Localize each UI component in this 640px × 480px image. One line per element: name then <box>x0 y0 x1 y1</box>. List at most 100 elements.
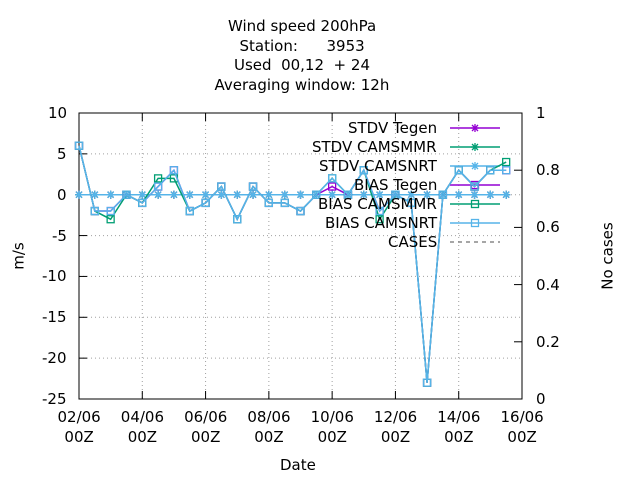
y-tick-label: -5 <box>52 226 67 245</box>
chart-title: Wind speed 200hPa <box>228 17 377 35</box>
marker <box>296 190 305 199</box>
marker <box>217 190 226 199</box>
marker <box>138 198 147 208</box>
legend-marker <box>470 199 480 209</box>
y2-tick-label: 0 <box>536 390 546 408</box>
y2-tick-label: 0.8 <box>536 161 560 180</box>
marker <box>75 190 83 199</box>
marker <box>502 166 511 175</box>
marker <box>343 190 353 199</box>
x-tick-label: 16/06 00Z <box>500 408 544 446</box>
marker <box>106 215 115 224</box>
marker <box>249 190 258 199</box>
marker <box>138 190 147 199</box>
marker <box>470 190 479 199</box>
x-tick-label: 06/06 00Z <box>184 408 228 446</box>
x-tick-label: 14/06 00Z <box>437 408 481 446</box>
marker <box>106 206 115 216</box>
marker <box>486 190 495 199</box>
legend-marker <box>471 124 479 132</box>
marker <box>359 190 368 199</box>
marker <box>327 182 337 191</box>
chart-title: Averaging window: 12h <box>214 75 390 94</box>
legend-label: STDV CAMSNRT <box>319 157 437 175</box>
y-tick-label: -20 <box>42 349 67 368</box>
marker <box>264 198 274 208</box>
marker <box>375 215 384 224</box>
marker <box>280 190 289 199</box>
y-tick-label: -10 <box>42 267 67 286</box>
y-axis-label: m/s <box>9 242 28 270</box>
marker <box>438 190 448 199</box>
marker <box>328 190 337 199</box>
x-tick-label: 04/06 00Z <box>120 408 165 446</box>
plot-frame <box>78 112 523 400</box>
y-tick-label: 0 <box>57 185 67 204</box>
y-tick-label: 5 <box>57 144 67 163</box>
x-axis-label: Date <box>280 456 316 474</box>
marker <box>185 190 194 199</box>
legend-label: BIAS Tegen <box>354 176 438 194</box>
marker <box>106 190 115 199</box>
chart-title: Used 00,12 + 24 <box>234 56 370 74</box>
marker <box>454 166 463 175</box>
legend-label: CASES <box>388 233 438 251</box>
marker <box>407 190 416 199</box>
marker <box>375 190 384 199</box>
marker <box>296 206 305 216</box>
marker <box>201 190 210 199</box>
marker <box>217 182 226 191</box>
marker <box>169 190 178 199</box>
marker <box>74 141 84 150</box>
marker <box>154 190 163 199</box>
marker <box>153 174 163 183</box>
marker <box>407 198 416 208</box>
marker <box>169 166 179 175</box>
marker <box>233 190 242 199</box>
marker <box>122 190 131 199</box>
marker <box>327 174 337 183</box>
marker <box>280 198 289 208</box>
y-tick-label: 10 <box>48 104 68 122</box>
marker <box>502 157 511 167</box>
x-tick-label: 10/06 00Z <box>310 408 354 446</box>
y-tick-label: -25 <box>42 390 67 408</box>
series-line <box>78 145 507 383</box>
marker <box>312 190 321 199</box>
marker <box>391 190 400 199</box>
marker <box>233 215 242 224</box>
legend-label: BIAS CAMSMMR <box>318 195 437 213</box>
marker <box>375 206 384 216</box>
legend-marker <box>470 218 480 228</box>
y2-tick-label: 0.6 <box>536 218 560 237</box>
marker <box>502 190 511 199</box>
y2-axis-label: No cases <box>598 222 617 290</box>
legend-label: STDV Tegen <box>348 119 438 137</box>
x-tick-label: 02/06 00Z <box>57 408 101 446</box>
marker <box>185 206 194 216</box>
marker <box>264 190 273 199</box>
marker <box>90 206 99 216</box>
legend-marker <box>471 162 479 170</box>
marker <box>423 190 432 199</box>
marker <box>359 166 368 175</box>
legend-marker <box>471 143 479 151</box>
marker <box>454 190 463 199</box>
series-line <box>78 145 507 383</box>
y2-tick-label: 0.2 <box>536 332 560 351</box>
marker <box>470 182 479 191</box>
legend-label: STDV CAMSMMR <box>312 138 437 156</box>
x-tick-label: 12/06 00Z <box>373 408 418 446</box>
marker <box>486 166 495 175</box>
marker <box>201 198 210 208</box>
marker <box>248 182 258 191</box>
series-line <box>78 145 507 383</box>
marker <box>422 378 432 387</box>
legend-label: BIAS CAMSNRT <box>325 214 438 232</box>
chart-title: Station: 3953 <box>239 36 365 55</box>
x-tick-label: 08/06 00Z <box>247 408 291 446</box>
y2-tick-label: 0.4 <box>536 275 560 294</box>
y2-tick-label: 1 <box>536 104 546 122</box>
